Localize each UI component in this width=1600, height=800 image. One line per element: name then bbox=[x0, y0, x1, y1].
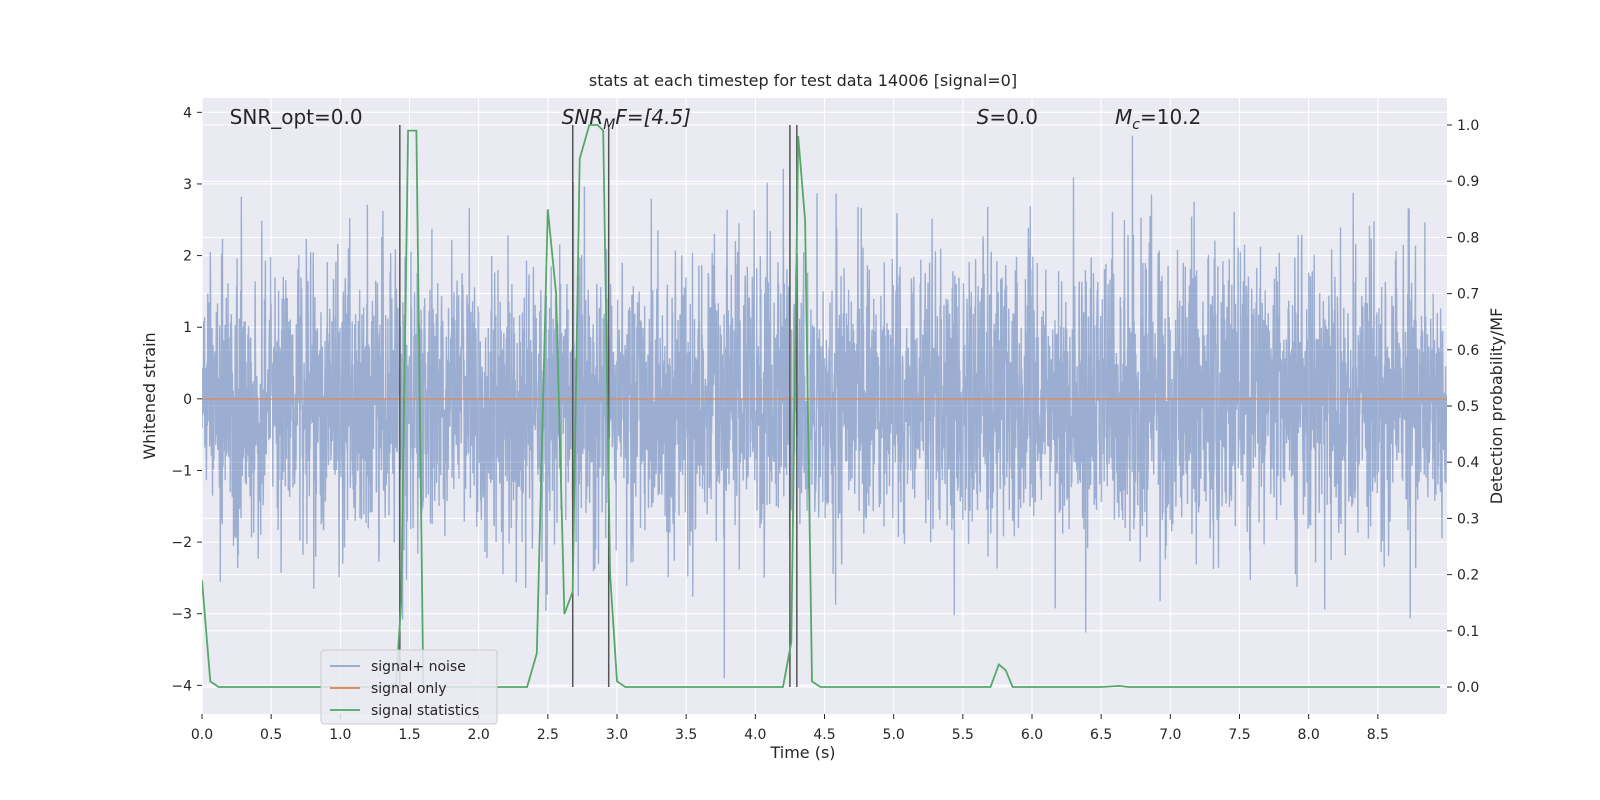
y-tick-label: 2 bbox=[183, 249, 192, 265]
y-axis-label-right: Detection probability/MF bbox=[1487, 308, 1506, 505]
x-tick-label: 5.0 bbox=[883, 727, 905, 743]
axes-area: 4 3 2 1 0 −1 −2 −3 −4 1.0 0.9 0.8 0.7 0.6 0.5 0.4 0.3 0.2… bbox=[171, 98, 1479, 743]
legend: signal+ noise signal only signal statistic… bbox=[320, 649, 498, 725]
annotation-text: Mc=10.2 bbox=[1115, 105, 1201, 133]
y-right-tick-label: 0.9 bbox=[1457, 174, 1479, 190]
x-tick-label: 0.5 bbox=[260, 727, 282, 743]
legend-label: signal statistics bbox=[371, 703, 479, 719]
x-axis-label: Time (s) bbox=[769, 743, 835, 762]
y-tick-label: −3 bbox=[171, 607, 192, 623]
y-right-tick-label: 0.4 bbox=[1457, 455, 1479, 471]
x-tick-label: 3.0 bbox=[606, 727, 628, 743]
annotation-text: SNRMF=[4.5] bbox=[562, 105, 691, 133]
x-tick-label: 2.0 bbox=[468, 727, 490, 743]
x-tick-label: 7.0 bbox=[1159, 727, 1181, 743]
series-signal-noise bbox=[202, 135, 1447, 679]
y-tick-label: 0 bbox=[183, 392, 192, 408]
y-axis-label: Whitened strain bbox=[140, 332, 159, 459]
y-right-tick-label: 0.5 bbox=[1457, 399, 1479, 415]
x-tick-label: 4.5 bbox=[813, 727, 835, 743]
x-tick-label: 8.0 bbox=[1298, 727, 1320, 743]
x-tick-label: 6.5 bbox=[1090, 727, 1112, 743]
y-right-tick-label: 0.8 bbox=[1457, 230, 1479, 246]
annotation-text: S=0.0 bbox=[977, 105, 1038, 129]
y-right-tick-label: 0.6 bbox=[1457, 343, 1479, 359]
legend-label: signal+ noise bbox=[371, 659, 466, 675]
y-tick-label: 1 bbox=[183, 320, 192, 336]
x-tick-label: 3.5 bbox=[675, 727, 697, 743]
x-tick-label: 5.5 bbox=[952, 727, 974, 743]
legend-label: signal only bbox=[371, 681, 446, 697]
x-tick-label: 7.5 bbox=[1228, 727, 1250, 743]
y-tick-label: 3 bbox=[183, 177, 192, 193]
x-tick-label: 0.0 bbox=[191, 727, 213, 743]
legend-box bbox=[320, 649, 498, 725]
y-right-tick-label: 0.1 bbox=[1457, 624, 1479, 640]
x-tick-label: 6.0 bbox=[1021, 727, 1043, 743]
y-right-tick-label: 1.0 bbox=[1457, 118, 1479, 134]
y-tick-label: −1 bbox=[171, 463, 192, 479]
x-tick-label: 8.5 bbox=[1367, 727, 1389, 743]
y-right-tick-label: 0.7 bbox=[1457, 287, 1479, 303]
y-tick-label: −2 bbox=[171, 535, 192, 551]
y-right-tick-label: 0.3 bbox=[1457, 511, 1479, 527]
x-tick-label: 4.0 bbox=[744, 727, 766, 743]
chart-title: stats at each timestep for test data 140… bbox=[589, 71, 1017, 90]
y-right-tick-label: 0.0 bbox=[1457, 680, 1479, 696]
y-tick-label: 4 bbox=[183, 105, 192, 121]
y-tick-label: −4 bbox=[171, 678, 192, 694]
y-right-tick-label: 0.2 bbox=[1457, 568, 1479, 584]
annotation-text: SNR_opt=0.0 bbox=[230, 105, 363, 129]
x-tick-label: 1.5 bbox=[398, 727, 420, 743]
x-tick-label: 2.5 bbox=[537, 727, 559, 743]
x-tick-label: 1.0 bbox=[329, 727, 351, 743]
